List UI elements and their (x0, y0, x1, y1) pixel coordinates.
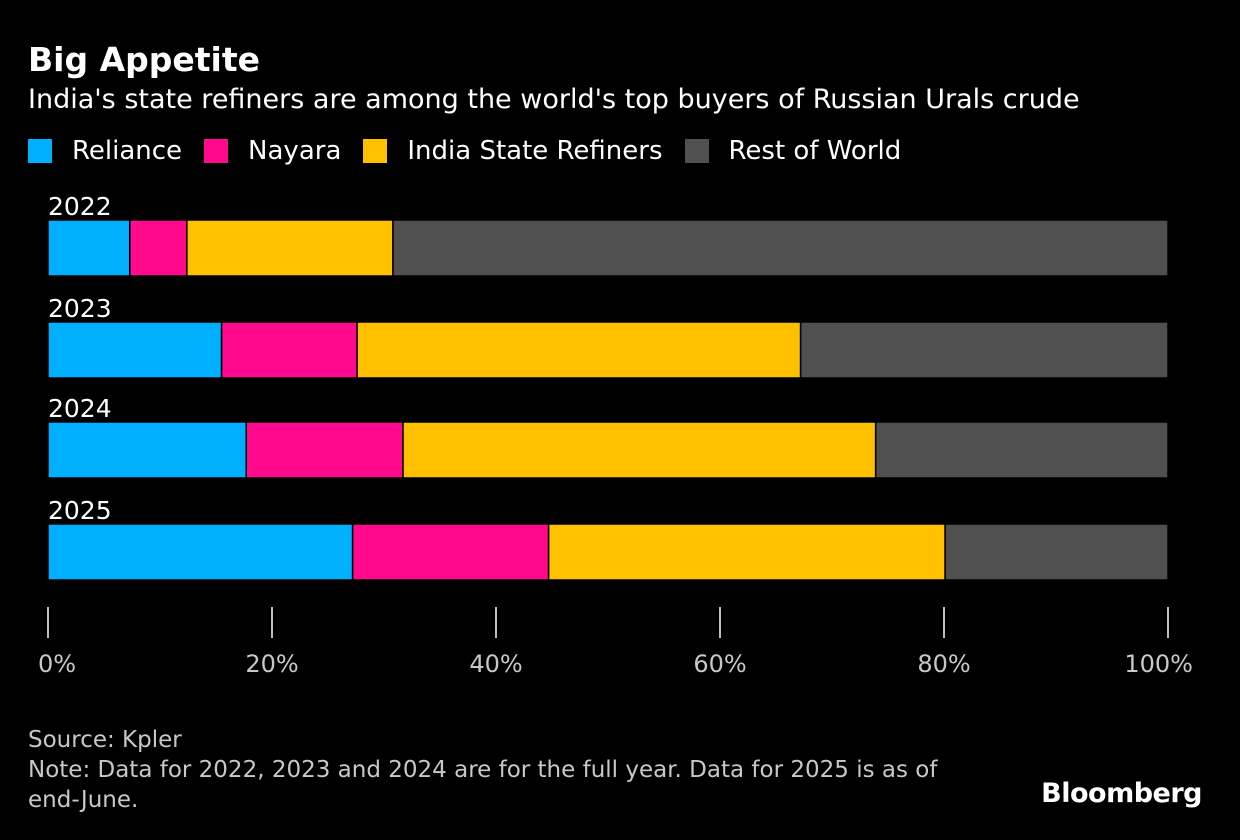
legend-label-nayara: Nayara (248, 136, 342, 166)
bar-segment-reliance-2022 (47, 219, 131, 277)
bar-segment-reliance-2025 (47, 523, 354, 581)
x-tick-label: 20% (245, 650, 298, 678)
legend: Reliance Nayara India State Refiners Res… (28, 136, 923, 166)
legend-item-rest-of-world: Rest of World (684, 136, 902, 166)
bar-segment-nayara-2024 (245, 421, 404, 479)
x-tick-label: 60% (693, 650, 746, 678)
bar-segment-rest-of-world-2025 (944, 523, 1169, 581)
bar-segment-rest-of-world-2023 (799, 321, 1169, 379)
bar-segment-india-state-refiners-2025 (547, 523, 946, 581)
legend-swatch-reliance (28, 139, 52, 163)
legend-label-reliance: Reliance (72, 136, 183, 166)
category-label: 2022 (48, 192, 112, 221)
bar-segment-reliance-2023 (47, 321, 223, 379)
bar-segment-nayara-2022 (129, 219, 188, 277)
category-label: 2024 (48, 394, 112, 423)
legend-swatch-rest-of-world (684, 139, 709, 163)
x-tick-label: 80% (917, 650, 970, 678)
stacked-bar-chart: 2022 2023 2024 2025 0% 20% 40% 60% 80% 100% (38, 192, 1193, 678)
legend-item-nayara: Nayara (204, 136, 341, 166)
legend-item-india-state-refiners: India State Refiners (363, 136, 663, 166)
x-tick-label: 0% (38, 650, 76, 678)
bar-segment-nayara-2023 (220, 321, 358, 379)
category-label: 2023 (48, 294, 112, 323)
legend-label-rest-of-world: Rest of World (728, 136, 902, 166)
x-tick-label: 100% (1124, 650, 1193, 678)
bar-segment-india-state-refiners-2023 (356, 321, 802, 379)
x-tick-label: 40% (469, 650, 522, 678)
bar-segment-reliance-2024 (47, 421, 247, 479)
legend-item-reliance: Reliance (28, 136, 182, 166)
legend-swatch-india-state-refiners (363, 139, 388, 163)
bar-segment-india-state-refiners-2022 (186, 219, 394, 277)
source-note: Source: Kpler (28, 727, 182, 753)
bar-segment-nayara-2025 (351, 523, 550, 581)
bar-segment-rest-of-world-2024 (874, 421, 1169, 479)
chart-title: Big Appetite (28, 40, 260, 79)
chart-subtitle: India's state refiners are among the wor… (28, 84, 1080, 115)
category-label: 2025 (48, 496, 112, 525)
bloomberg-logo: Bloomberg (1041, 778, 1202, 809)
bar-segment-india-state-refiners-2024 (402, 421, 877, 479)
legend-label-india-state-refiners: India State Refiners (407, 136, 663, 166)
legend-swatch-nayara (204, 139, 229, 163)
footnote: Note: Data for 2022, 2023 and 2024 are f… (28, 757, 938, 813)
bar-segment-rest-of-world-2022 (392, 219, 1169, 277)
